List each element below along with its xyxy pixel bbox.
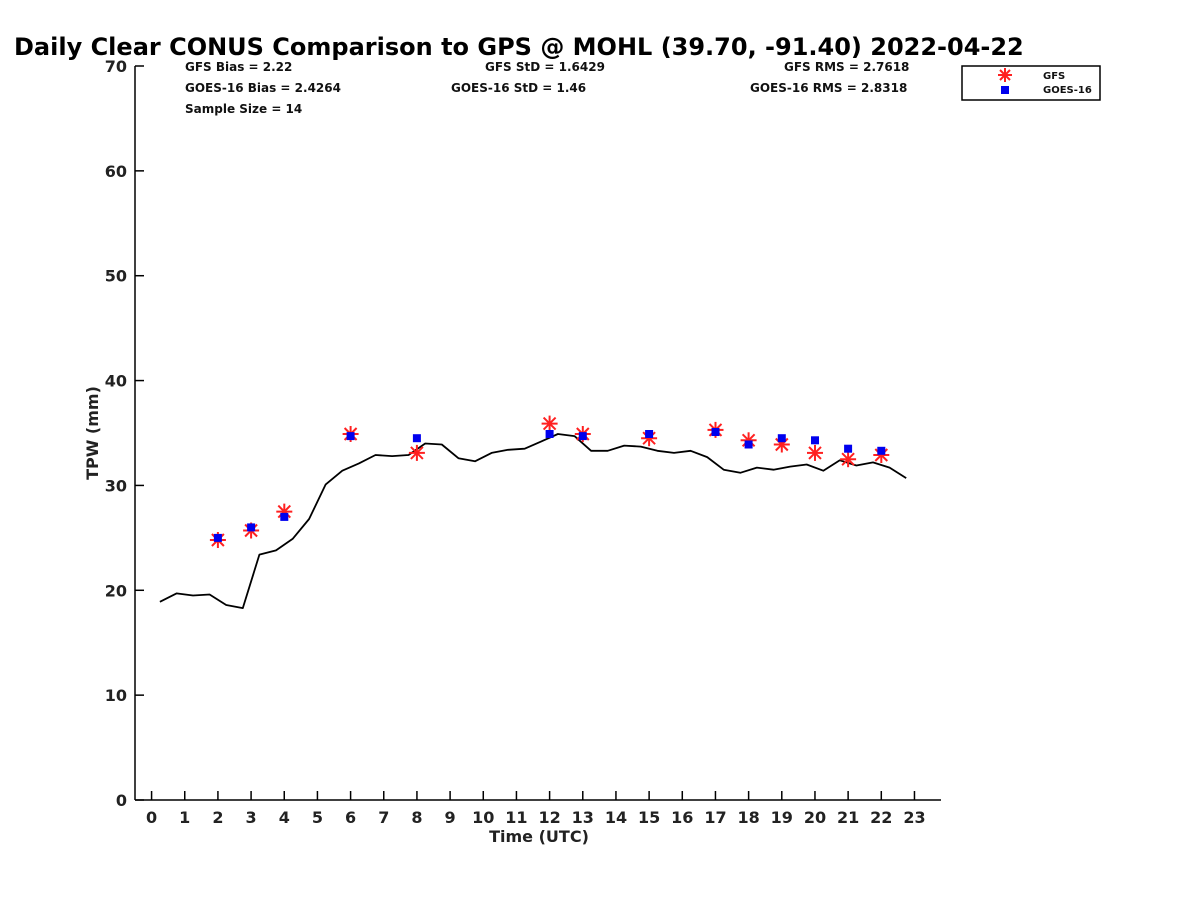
x-tick-label: 4 (279, 808, 290, 827)
legend-gfs-label: GFS (1043, 71, 1065, 82)
stats-block: GFS Bias = 2.22 GOES-16 Bias = 2.4264 Sa… (185, 60, 909, 116)
x-tick-label: 8 (411, 808, 422, 827)
gfs-point (807, 444, 823, 461)
legend-gfs-marker (998, 68, 1012, 82)
stat-gfs-bias: GFS Bias = 2.22 (185, 60, 292, 74)
y-tick-label: 40 (105, 372, 127, 391)
series-goes-points (213, 428, 886, 542)
gfs-point (408, 444, 425, 461)
y-tick-label: 20 (105, 581, 127, 600)
goes-point (711, 428, 720, 436)
x-tick-label: 0 (146, 808, 157, 827)
stat-gfs-std: GFS StD = 1.6429 (485, 60, 605, 74)
goes-point (346, 432, 355, 441)
y-tick-label: 50 (105, 267, 127, 286)
x-ticks: 0 1 2 3 4 5 6 7 8 9 10 11 12 13 14 15 16 17 18 19 20 21 22 23 (146, 791, 926, 827)
series-line-gps (159, 433, 907, 609)
x-axis-label: Time (UTC) (489, 827, 589, 846)
goes-point (578, 432, 587, 441)
stat-goes-std: GOES-16 StD = 1.46 (451, 81, 586, 95)
y-tick-label: 60 (105, 162, 127, 181)
x-tick-label: 12 (538, 808, 560, 827)
y-tick-label: 0 (116, 791, 127, 810)
y-ticks: 0 10 20 30 40 50 60 70 (105, 57, 144, 810)
legend: GFS GOES-16 (961, 65, 1101, 101)
y-tick-label: 70 (105, 57, 127, 76)
x-tick-label: 15 (638, 808, 660, 827)
x-tick-label: 18 (737, 808, 759, 827)
x-tick-label: 23 (903, 808, 925, 827)
stat-gfs-rms: GFS RMS = 2.7618 (784, 60, 909, 74)
x-tick-label: 9 (445, 808, 456, 827)
y-axis-label: TPW (mm) (83, 386, 102, 480)
gfs-point (840, 451, 857, 468)
stat-goes-bias: GOES-16 Bias = 2.4264 (185, 81, 341, 95)
goes-point (247, 523, 256, 532)
x-tick-label: 2 (212, 808, 223, 827)
goes-point (811, 436, 819, 445)
x-tick-label: 1 (179, 808, 190, 827)
goes-point (545, 430, 554, 438)
legend-goes-label: GOES-16 (1043, 85, 1092, 96)
x-tick-label: 21 (837, 808, 859, 827)
goes-point (645, 430, 654, 438)
goes-point (777, 434, 786, 443)
x-tick-label: 7 (378, 808, 389, 827)
y-tick-label: 10 (105, 686, 127, 705)
goes-point (844, 444, 853, 453)
x-tick-label: 14 (605, 808, 627, 827)
legend-goes-marker (1001, 86, 1009, 94)
gfs-point (541, 415, 558, 432)
stat-sample-size: Sample Size = 14 (185, 102, 302, 116)
x-tick-label: 13 (572, 808, 594, 827)
goes-point (280, 512, 289, 521)
x-tick-label: 16 (671, 808, 693, 827)
x-tick-label: 11 (505, 808, 527, 827)
goes-point (744, 440, 753, 449)
goes-point (412, 434, 421, 443)
stat-goes-rms: GOES-16 RMS = 2.8318 (750, 81, 907, 95)
x-tick-label: 19 (771, 808, 793, 827)
x-tick-label: 17 (704, 808, 726, 827)
x-tick-label: 10 (472, 808, 494, 827)
y-tick-label: 30 (105, 476, 127, 495)
goes-point (877, 446, 886, 455)
x-tick-label: 3 (246, 808, 257, 827)
x-tick-label: 6 (345, 808, 356, 827)
x-tick-label: 5 (312, 808, 323, 827)
legend-box (961, 65, 1101, 101)
axes (134, 66, 941, 801)
chart-title: Daily Clear CONUS Comparison to GPS @ MO… (14, 33, 1024, 61)
goes-point (213, 533, 222, 542)
x-tick-label: 20 (804, 808, 826, 827)
x-tick-label: 22 (870, 808, 892, 827)
